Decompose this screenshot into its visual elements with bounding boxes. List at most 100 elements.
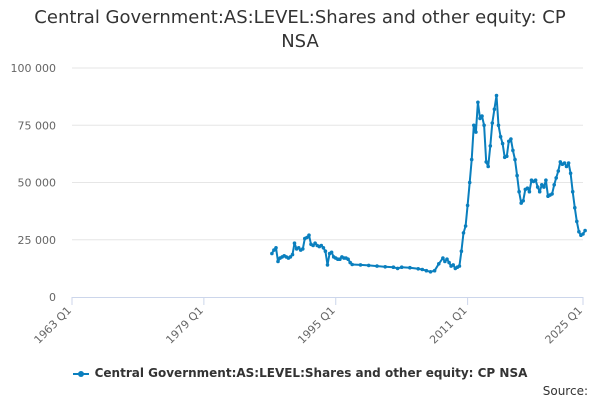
data-point[interactable] — [463, 224, 468, 228]
data-point[interactable] — [515, 173, 519, 178]
data-point[interactable] — [270, 251, 274, 256]
data-point[interactable] — [428, 270, 433, 274]
data-point[interactable] — [467, 180, 472, 185]
data-point[interactable] — [533, 178, 538, 182]
data-point[interactable] — [476, 100, 480, 105]
data-point[interactable] — [527, 189, 532, 194]
data-point[interactable] — [288, 255, 293, 259]
data-point[interactable] — [325, 263, 330, 267]
data-point[interactable] — [346, 257, 350, 262]
data-point[interactable] — [505, 154, 509, 158]
data-point[interactable] — [329, 250, 334, 255]
data-point[interactable] — [276, 259, 280, 264]
y-tick-label: 0 — [49, 291, 56, 304]
data-point[interactable] — [513, 157, 517, 162]
data-point[interactable] — [290, 252, 295, 257]
data-point[interactable] — [511, 148, 515, 153]
data-point[interactable] — [507, 139, 511, 144]
data-point[interactable] — [492, 107, 497, 111]
data-point[interactable] — [509, 137, 513, 141]
data-point[interactable] — [366, 263, 371, 268]
data-point[interactable] — [472, 123, 476, 128]
data-point[interactable] — [375, 264, 379, 268]
data-point[interactable] — [321, 246, 326, 250]
data-point[interactable] — [488, 144, 493, 148]
legend[interactable]: Central Government:AS:LEVEL:Shares and o… — [0, 366, 600, 380]
data-point[interactable] — [556, 169, 561, 173]
data-point[interactable] — [445, 257, 449, 262]
data-point[interactable] — [540, 183, 544, 187]
data-point[interactable] — [424, 268, 429, 273]
data-point[interactable] — [274, 246, 278, 250]
data-point[interactable] — [272, 248, 276, 252]
data-point[interactable] — [469, 157, 474, 162]
data-point[interactable] — [562, 161, 567, 165]
y-tick-label: 25 000 — [18, 234, 57, 247]
data-point[interactable] — [558, 160, 563, 164]
data-point[interactable] — [319, 243, 324, 248]
data-point[interactable] — [525, 186, 530, 190]
data-point[interactable] — [544, 178, 548, 182]
data-point[interactable] — [358, 263, 363, 267]
data-point[interactable] — [570, 189, 575, 194]
x-tick-label: 1963 Q1 — [32, 304, 75, 347]
data-point[interactable] — [517, 189, 521, 194]
data-point[interactable] — [474, 130, 478, 134]
legend-swatch — [72, 370, 89, 377]
data-point[interactable] — [432, 268, 437, 273]
data-point[interactable] — [482, 123, 486, 128]
x-tick-label: 2025 Q1 — [543, 304, 586, 347]
data-point[interactable] — [301, 247, 305, 251]
data-point[interactable] — [443, 259, 447, 264]
data-point[interactable] — [542, 185, 546, 189]
data-point[interactable] — [573, 205, 577, 210]
data-point[interactable] — [490, 121, 495, 125]
data-point[interactable] — [500, 141, 505, 146]
data-point[interactable] — [416, 267, 421, 271]
data-point[interactable] — [521, 199, 525, 203]
data-point[interactable] — [552, 183, 556, 187]
data-point[interactable] — [383, 265, 388, 269]
data-point[interactable] — [550, 192, 554, 196]
data-point[interactable] — [395, 266, 400, 271]
legend-label: Central Government:AS:LEVEL:Shares and o… — [94, 366, 528, 380]
data-point[interactable] — [575, 219, 579, 224]
data-point[interactable] — [391, 265, 396, 270]
data-point[interactable] — [350, 262, 355, 267]
data-point[interactable] — [537, 189, 542, 194]
data-point[interactable] — [408, 265, 412, 270]
chart-title-line-1: Central Government:AS:LEVEL:Shares and o… — [34, 7, 566, 28]
data-point[interactable] — [292, 241, 297, 245]
data-point[interactable] — [496, 123, 501, 128]
data-point[interactable] — [461, 231, 466, 235]
y-tick-label: 50 000 — [18, 177, 57, 190]
data-point[interactable] — [486, 164, 491, 169]
data-point[interactable] — [305, 235, 309, 240]
data-point[interactable] — [457, 264, 462, 268]
data-point[interactable] — [313, 241, 317, 245]
data-point[interactable] — [399, 265, 404, 270]
data-point[interactable] — [441, 256, 445, 260]
data-point[interactable] — [494, 93, 499, 98]
data-point[interactable] — [583, 228, 587, 233]
data-point[interactable] — [451, 263, 456, 267]
data-point[interactable] — [480, 114, 484, 118]
data-point[interactable] — [554, 176, 558, 180]
data-point[interactable] — [581, 232, 585, 236]
data-point[interactable] — [568, 171, 573, 176]
data-point[interactable] — [307, 233, 311, 237]
data-point[interactable] — [447, 260, 451, 265]
data-point[interactable] — [459, 249, 464, 253]
data-point[interactable] — [535, 185, 540, 189]
data-point[interactable] — [484, 160, 489, 164]
data-point[interactable] — [564, 164, 569, 169]
x-axis: 1963 Q1 1979 Q1 1995 Q1 2011 Q1 2025 Q1 — [32, 297, 586, 347]
data-point[interactable] — [566, 161, 571, 165]
chart-title: Central Government:AS:LEVEL:Shares and o… — [0, 6, 600, 54]
data-point[interactable] — [323, 249, 328, 253]
data-point[interactable] — [420, 267, 425, 272]
data-point[interactable] — [465, 203, 470, 208]
data-point[interactable] — [498, 134, 503, 139]
data-point[interactable] — [577, 229, 581, 234]
data-point[interactable] — [437, 262, 441, 266]
